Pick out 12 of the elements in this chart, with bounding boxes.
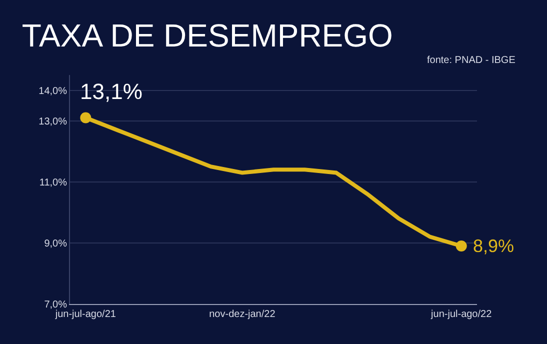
y-tick-label: 7,0% — [44, 300, 68, 310]
y-tick-label: 9,0% — [44, 238, 68, 250]
source-note: fonte: PNAD - IBGE — [427, 55, 516, 66]
y-tick-label: 14,0% — [38, 86, 68, 97]
y-tick-label: 13,0% — [38, 116, 68, 128]
x-tick-label: jun-jul-ago/22 — [430, 309, 492, 320]
x-tick-label: nov-dez-jan/22 — [209, 309, 276, 320]
chart-title: TAXA DE DESEMPREGO — [22, 17, 393, 54]
data-label: 13,1% — [80, 79, 142, 104]
data-label: 8,9% — [473, 236, 514, 256]
y-tick-label: 11,0% — [39, 177, 68, 188]
x-tick-label: jun-jul-ago/21 — [54, 309, 116, 320]
